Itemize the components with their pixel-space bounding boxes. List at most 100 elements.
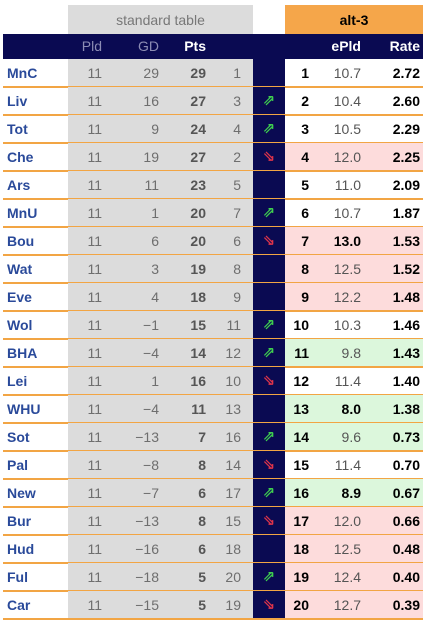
played-value: 11 <box>87 205 102 221</box>
arrow-up-right-icon: ⇗ <box>262 568 276 585</box>
goal-difference-value: 6 <box>151 233 159 249</box>
played-value: 11 <box>87 485 102 501</box>
standard-table-cell-bg <box>68 143 253 171</box>
played-value: 11 <box>87 345 102 361</box>
points-value: 6 <box>198 485 206 501</box>
rate-value: 0.40 <box>392 569 420 585</box>
points-value: 7 <box>198 429 206 445</box>
row-divider <box>3 618 423 620</box>
played-value: 11 <box>87 457 102 473</box>
movement-column <box>253 451 285 479</box>
standard-position-value: 4 <box>233 121 241 137</box>
column-header-bar <box>3 34 423 59</box>
movement-column <box>253 339 285 367</box>
points-value: 5 <box>198 569 206 585</box>
standard-table-cell-bg <box>68 591 253 619</box>
standard-table-cell-bg <box>68 171 253 199</box>
goal-difference-value: −13 <box>135 429 159 445</box>
col-gd: GD <box>138 38 159 54</box>
points-value: 29 <box>190 65 206 81</box>
alt-rank-value: 16 <box>293 485 309 501</box>
effective-played-value: 10.4 <box>333 93 361 109</box>
movement-column <box>253 143 285 171</box>
goal-difference-value: −1 <box>143 317 159 333</box>
effective-played-value: 10.7 <box>333 205 361 221</box>
goal-difference-value: 11 <box>144 177 159 193</box>
movement-column <box>253 59 285 87</box>
alt-rank-value: 1 <box>301 65 309 81</box>
standard-table-cell-bg <box>68 535 253 563</box>
effective-played-value: 10.5 <box>333 121 361 137</box>
standard-position-value: 1 <box>233 65 241 81</box>
rate-value: 1.38 <box>392 401 420 417</box>
played-value: 11 <box>87 65 102 81</box>
table-row: Sot 11 −13 7 16 14 9.6 0.73 ⇗ <box>3 423 423 452</box>
table-row: Ars 11 11 23 5 5 11.0 2.09 <box>3 171 423 200</box>
team-name: Sot <box>7 429 30 445</box>
team-name: Car <box>7 597 31 613</box>
movement-column <box>253 227 285 255</box>
movement-column <box>253 479 285 507</box>
standard-position-value: 8 <box>233 261 241 277</box>
goal-difference-value: 3 <box>151 261 159 277</box>
effective-played-value: 10.7 <box>333 65 361 81</box>
goal-difference-value: −7 <box>143 485 159 501</box>
arrow-up-right-icon: ⇗ <box>262 428 276 445</box>
standard-table-cell-bg <box>68 451 253 479</box>
standard-position-value: 19 <box>225 597 241 613</box>
movement-column <box>253 171 285 199</box>
table-row: Ful 11 −18 5 20 19 12.4 0.40 ⇗ <box>3 563 423 592</box>
table-row: Car 11 −15 5 19 20 12.7 0.39 ⇘ <box>3 591 423 620</box>
standard-position-value: 16 <box>225 429 241 445</box>
team-name: Pal <box>7 457 29 473</box>
team-name: Wat <box>7 261 33 277</box>
goal-difference-value: −15 <box>135 597 159 613</box>
team-name: Eve <box>7 289 32 305</box>
points-value: 27 <box>190 93 206 109</box>
played-value: 11 <box>87 317 102 333</box>
movement-column <box>253 591 285 619</box>
standard-position-value: 18 <box>225 541 241 557</box>
arrow-up-right-icon: ⇗ <box>262 120 276 137</box>
goal-difference-value: 29 <box>143 65 159 81</box>
standard-position-value: 5 <box>233 177 241 193</box>
standard-table-cell-bg <box>68 479 253 507</box>
played-value: 11 <box>87 289 102 305</box>
standard-position-value: 2 <box>233 149 241 165</box>
alt-rank-value: 6 <box>301 205 309 221</box>
arrow-down-right-icon: ⇘ <box>262 596 276 613</box>
movement-column <box>253 115 285 143</box>
standard-position-value: 7 <box>233 205 241 221</box>
team-name: Lei <box>7 373 28 389</box>
played-value: 11 <box>87 401 102 417</box>
goal-difference-value: −13 <box>135 513 159 529</box>
effective-played-value: 12.5 <box>333 541 361 557</box>
rate-value: 0.70 <box>392 457 420 473</box>
col-pts: Pts <box>184 38 206 54</box>
table-row: MnC 11 29 29 1 1 10.7 2.72 <box>3 59 423 88</box>
arrow-up-right-icon: ⇗ <box>262 92 276 109</box>
points-value: 16 <box>190 373 206 389</box>
effective-played-value: 12.5 <box>333 261 361 277</box>
table-row: Lei 11 1 16 10 12 11.4 1.40 ⇘ <box>3 367 423 396</box>
alt-rank-value: 13 <box>293 401 309 417</box>
alt-table-cell-bg <box>285 227 423 255</box>
played-value: 11 <box>87 513 102 529</box>
team-name: Wol <box>7 317 33 333</box>
standard-table-cell-bg <box>68 423 253 451</box>
standard-position-value: 14 <box>225 457 241 473</box>
team-name: Che <box>7 149 34 165</box>
points-value: 5 <box>198 597 206 613</box>
played-value: 11 <box>87 373 102 389</box>
alt-table-cell-bg <box>285 283 423 311</box>
rate-value: 0.48 <box>392 541 420 557</box>
points-value: 15 <box>190 317 206 333</box>
standard-table-cell-bg <box>68 367 253 395</box>
effective-played-value: 12.0 <box>333 513 361 529</box>
team-name: Bur <box>7 513 32 529</box>
rate-value: 1.40 <box>392 373 420 389</box>
standard-position-value: 9 <box>233 289 241 305</box>
alt-rank-value: 20 <box>293 597 309 613</box>
points-value: 19 <box>190 261 206 277</box>
points-value: 20 <box>190 205 206 221</box>
